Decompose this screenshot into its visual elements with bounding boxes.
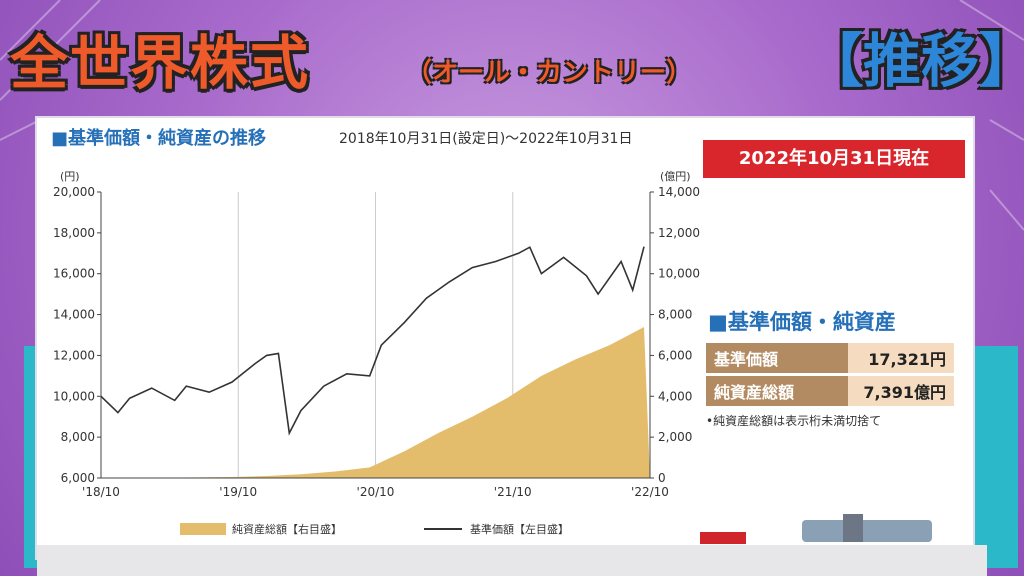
x-tick-label: '21/10 [494, 485, 532, 499]
chart-title: ■基準価額・純資産の推移 [51, 128, 267, 149]
left-tick-label: 18,000 [53, 226, 95, 240]
x-tick-label: '18/10 [82, 485, 120, 499]
nav-note: •純資産総額は表示桁未満切捨て [706, 414, 882, 428]
right-tick-label: 2,000 [658, 430, 692, 444]
table-row: 基準価額 17,321円 [706, 343, 954, 373]
nav-value: 17,321円 [848, 343, 954, 373]
left-tick-label: 20,000 [53, 185, 95, 199]
nav-label: 基準価額 [706, 343, 848, 373]
x-tick-label: '22/10 [631, 485, 669, 499]
chart-period: 2018年10月31日(設定日)～2022年10月31日 [339, 131, 633, 147]
left-tick-label: 12,000 [53, 348, 95, 362]
nav-table: 基準価額 17,321円 純資産総額 7,391億円 [706, 340, 954, 409]
assets-area [101, 327, 650, 478]
title-subtitle: （オール・カントリー） [406, 58, 693, 88]
x-tick-label: '20/10 [357, 485, 395, 499]
x-tick-label: '19/10 [219, 485, 257, 499]
legend-swatch-assets [180, 523, 226, 535]
legend-label-assets: 純資産総額【右目盛】 [232, 522, 342, 536]
deco-red-block [700, 532, 746, 544]
card-bottom-strip [37, 545, 987, 576]
right-unit-label: (億円) [660, 170, 691, 183]
right-tick-label: 14,000 [658, 185, 700, 199]
left-tick-label: 16,000 [53, 267, 95, 281]
left-tick-label: 14,000 [53, 308, 95, 322]
left-tick-label: 6,000 [61, 471, 95, 485]
nav-line [100, 246, 645, 436]
right-tick-label: 8,000 [658, 308, 692, 322]
right-tick-label: 0 [658, 471, 666, 485]
right-tick-label: 6,000 [658, 348, 692, 362]
deco-gray-post [843, 514, 863, 542]
right-tick-label: 12,000 [658, 226, 700, 240]
assets-value: 7,391億円 [848, 376, 954, 406]
title-tag: 【推移】 [805, 27, 1024, 95]
right-tick-label: 10,000 [658, 267, 700, 281]
chart-card [37, 118, 973, 558]
as-of-badge: 2022年10月31日現在 [703, 140, 965, 178]
main-title: 全世界株式 [10, 29, 311, 97]
left-tick-label: 10,000 [53, 389, 95, 403]
nav-panel-title: ■基準価額・純資産 [708, 310, 896, 334]
legend-label-nav: 基準価額【左目盛】 [470, 522, 569, 536]
right-tick-label: 4,000 [658, 389, 692, 403]
assets-label: 純資産総額 [706, 376, 848, 406]
left-unit-label: (円) [60, 170, 80, 183]
left-tick-label: 8,000 [61, 430, 95, 444]
deco-gray-object [802, 520, 932, 542]
table-row: 純資産総額 7,391億円 [706, 376, 954, 406]
